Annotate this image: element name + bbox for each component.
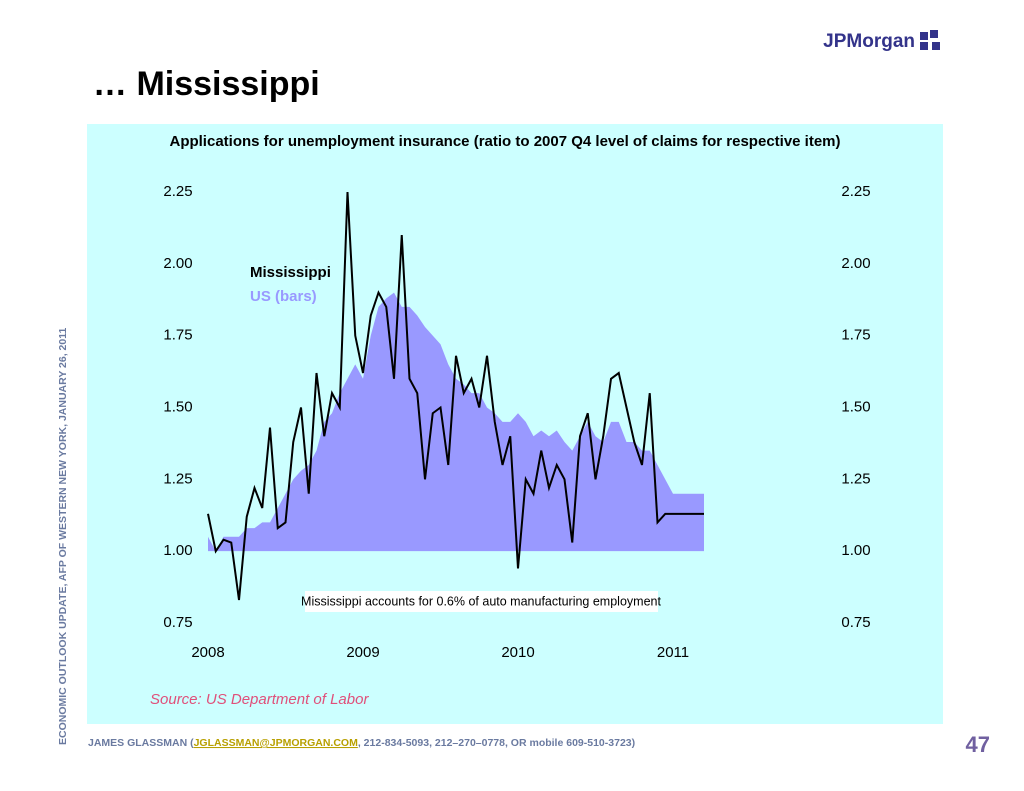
chart-title: Applications for unemployment insurance … [169, 133, 840, 150]
footer-email[interactable]: JGLASSMAN@JPMORGAN.COM [194, 737, 359, 749]
mississippi-line [207, 191, 704, 601]
annotation: Mississippi accounts for 0.6% of auto ma… [301, 594, 661, 608]
y-tick-label: 2.25 [163, 183, 192, 200]
y-tick-label: 1.75 [163, 327, 192, 344]
y2-tick-label: 1.25 [841, 470, 870, 487]
footer-text: JAMES GLASSMAN ( [88, 737, 194, 749]
logo: JPMorgan [823, 31, 915, 52]
side-text: ECONOMIC OUTLOOK UPDATE, AFP OF WESTERN … [57, 328, 69, 745]
y2-tick-label: 0.75 [841, 614, 870, 631]
y2-tick-label: 1.00 [841, 542, 870, 559]
page-number: 47 [966, 732, 990, 757]
y-tick-label: 2.00 [163, 255, 192, 272]
footer: JAMES GLASSMAN (JGLASSMAN@JPMORGAN.COM, … [88, 737, 635, 749]
y2-tick-label: 1.50 [841, 398, 870, 415]
y-tick-label: 0.75 [163, 614, 192, 631]
y-tick-label: 1.25 [163, 470, 192, 487]
legend-entry: Mississippi [250, 264, 331, 281]
slide-title: … Mississippi [93, 65, 320, 103]
y2-tick-label: 2.25 [841, 183, 870, 200]
y2-tick-label: 1.75 [841, 327, 870, 344]
logo-icon [920, 30, 940, 50]
footer-text: , 212-834-5093, 212–270–0778, OR mobile … [358, 737, 635, 749]
x-tick-label: 2009 [346, 644, 379, 661]
x-tick-label: 2008 [191, 644, 224, 661]
y2-tick-label: 2.00 [841, 255, 870, 272]
y-tick-label: 1.00 [163, 542, 192, 559]
annotation-box [305, 591, 658, 612]
x-tick-label: 2010 [501, 644, 534, 661]
x-tick-label: 2011 [657, 644, 689, 661]
plot: 0.75 1.00 1.25 1.50 1.75 2.00 2.25 0.75 1.00 1.25… [163, 183, 870, 661]
legend-entry: US (bars) [250, 288, 317, 305]
us-area [208, 292, 704, 552]
source: Source: US Department of Labor [150, 691, 369, 708]
y-tick-label: 1.50 [163, 398, 192, 415]
